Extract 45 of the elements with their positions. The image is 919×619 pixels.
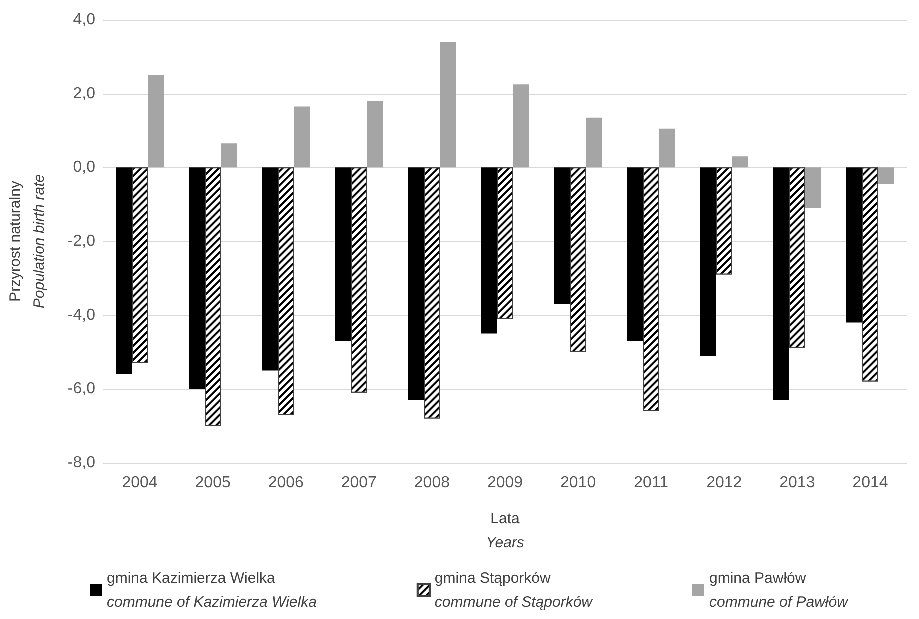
y-axis-title: Przyrost naturalny Population birth rate: [7, 174, 48, 309]
bar: [513, 84, 530, 168]
y-tick-label: -4,0: [68, 306, 96, 324]
bar: [481, 168, 498, 334]
bar: [700, 168, 716, 356]
y-tick-label: -2,0: [68, 233, 96, 250]
bar: [878, 168, 894, 184]
legend-label: gmina Stąporków commune of Stąporków: [434, 570, 594, 611]
bar: [586, 118, 602, 168]
bar: [148, 75, 164, 168]
legend-label: gmina Kazimierza Wielka commune of Kazimierza Wielka: [107, 570, 317, 611]
x-tick-label: 2009: [487, 474, 524, 492]
bar: [116, 168, 132, 374]
y-tick-label: -6,0: [68, 380, 96, 398]
legend-label: gmina Pawłów commune of Pawłów: [710, 570, 850, 611]
x-tick-label: 2005: [195, 474, 231, 492]
bar: [627, 168, 644, 342]
bar: [773, 168, 790, 400]
bar: [659, 128, 676, 168]
x-tick-label: 2008: [414, 474, 450, 492]
bar: [732, 156, 748, 168]
bar: [335, 168, 352, 342]
y-tick-label: 2,0: [73, 85, 96, 102]
y-tick-label: 4,0: [73, 12, 96, 28]
x-tick-label: 2011: [634, 474, 669, 492]
x-tick-label: 2010: [560, 474, 596, 492]
bar: [846, 168, 862, 323]
bar: [367, 101, 384, 168]
x-tick-label: 2014: [852, 474, 888, 492]
x-tick-label: 2004: [122, 474, 158, 492]
bar: [262, 168, 278, 371]
x-axis-title: Lata Years: [486, 510, 525, 552]
bar: [221, 144, 238, 168]
bar: [805, 168, 822, 208]
bar: [554, 168, 570, 304]
bar: [189, 168, 206, 390]
bar: [408, 168, 424, 400]
x-tick-label: 2007: [341, 474, 378, 492]
x-tick-label: 2013: [780, 474, 816, 492]
x-tick-label: 2012: [706, 474, 742, 492]
y-tick-label: -8,0: [68, 454, 96, 472]
bar: [440, 42, 456, 168]
y-tick-label: 0,0: [73, 159, 96, 176]
x-tick-label: 2006: [268, 474, 304, 492]
bar: [294, 106, 310, 168]
